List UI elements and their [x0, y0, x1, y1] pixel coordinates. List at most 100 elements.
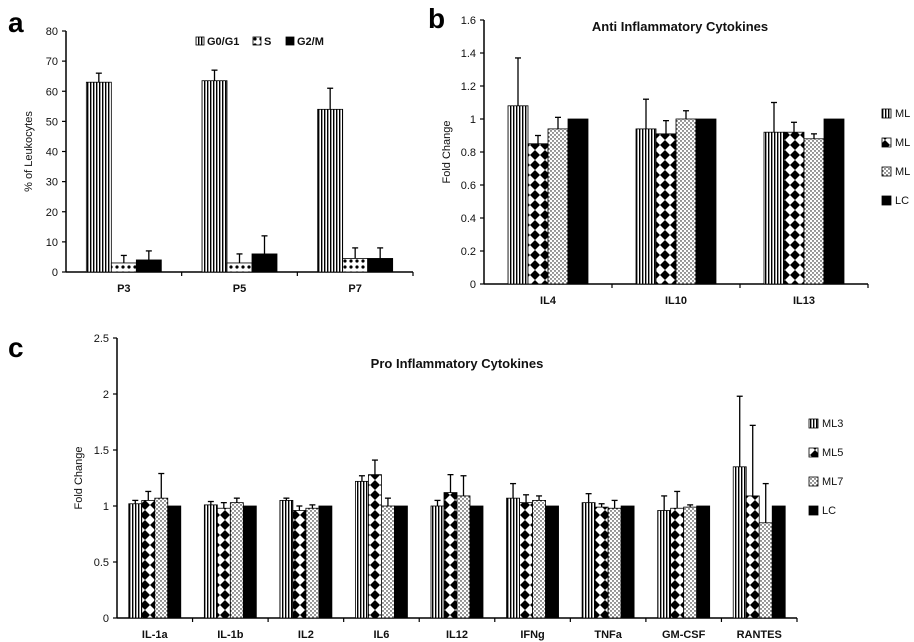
- y-tick-label: 40: [46, 147, 58, 159]
- bar: [242, 505, 257, 619]
- x-tick-label: P3: [117, 283, 130, 295]
- bar: [141, 499, 156, 619]
- bar: [506, 497, 520, 619]
- legend-label: S: [264, 36, 271, 48]
- x-tick-label: P5: [233, 283, 246, 295]
- chart-title: Pro Inflammatory Cytokines: [371, 356, 544, 371]
- x-tick-label: TNFa: [594, 629, 622, 641]
- bar: [201, 80, 228, 273]
- y-tick-label: 50: [46, 116, 58, 128]
- bar: [657, 510, 672, 619]
- y-tick-label: 2.5: [94, 333, 109, 345]
- y-tick-label: 0.8: [461, 147, 476, 159]
- bar: [85, 81, 112, 273]
- y-tick-label: 1: [470, 114, 476, 126]
- x-tick-label: IFNg: [520, 629, 544, 641]
- legend-swatch: [195, 36, 205, 46]
- x-tick-label: IL6: [373, 629, 389, 641]
- legend-swatch: [808, 447, 819, 458]
- bar: [367, 258, 394, 273]
- bar: [803, 138, 825, 285]
- y-tick-label: 80: [46, 26, 58, 38]
- bar: [675, 118, 697, 285]
- legend-label: LC: [895, 195, 909, 207]
- bar: [305, 507, 320, 619]
- bar: [581, 502, 596, 619]
- bar: [368, 474, 382, 619]
- y-tick-label: 1.4: [461, 48, 476, 60]
- bar: [355, 480, 369, 619]
- bar: [783, 131, 805, 285]
- chart-title: Anti Inflammatory Cytokines: [592, 19, 768, 34]
- legend-swatch: [881, 195, 892, 206]
- bar: [110, 262, 137, 273]
- bar: [128, 503, 143, 619]
- bar: [203, 504, 218, 619]
- legend-swatch: [881, 137, 892, 148]
- y-tick-label: 0.4: [461, 213, 476, 225]
- legend-label: ML7: [822, 476, 843, 488]
- bar: [683, 506, 698, 619]
- y-tick-label: 1.2: [461, 81, 476, 93]
- bar: [732, 466, 747, 619]
- x-tick-label: IL2: [298, 629, 314, 641]
- legend-swatch: [285, 36, 295, 46]
- x-tick-label: IL10: [665, 295, 687, 307]
- bar: [279, 499, 294, 619]
- bar: [670, 507, 685, 619]
- bar: [167, 505, 182, 619]
- bar: [226, 262, 253, 273]
- bar: [430, 505, 445, 619]
- legend-label: ML: [895, 166, 910, 178]
- panel-letter: b: [428, 3, 445, 34]
- y-tick-label: 70: [46, 56, 58, 68]
- bar: [527, 143, 549, 285]
- bar: [317, 108, 344, 273]
- bar: [607, 507, 622, 619]
- legend-label: ML5: [822, 447, 843, 459]
- bar: [547, 128, 569, 285]
- y-axis-label: Fold Change: [73, 447, 85, 510]
- y-tick-label: 60: [46, 86, 58, 98]
- bar: [469, 505, 484, 619]
- bar: [456, 495, 471, 619]
- bar: [696, 505, 711, 619]
- y-tick-label: 0.2: [461, 246, 476, 258]
- y-tick-label: 30: [46, 177, 58, 189]
- y-tick-label: 0: [470, 279, 476, 291]
- y-tick-label: 1.5: [94, 445, 109, 457]
- y-tick-label: 2: [103, 389, 109, 401]
- x-tick-label: P7: [348, 283, 361, 295]
- legend-label: ML: [895, 108, 910, 120]
- panel-b: b Anti Inflammatory Cytokines 0 0.2 0.4 0.6 0.…: [428, 3, 910, 307]
- legend-label: ML3: [822, 418, 843, 430]
- legend-label: LC: [822, 505, 836, 517]
- x-tick-label: GM-CSF: [662, 629, 706, 641]
- y-tick-label: 20: [46, 207, 58, 219]
- legend-label: ML: [895, 137, 910, 149]
- bar: [381, 505, 395, 619]
- bar: [567, 118, 589, 285]
- panel-c: c Pro Inflammatory Cytokines 0 0.5 1 1.5 2 2.5 F…: [8, 332, 843, 641]
- y-tick-label: 0: [103, 613, 109, 625]
- bar: [635, 128, 657, 285]
- x-tick-label: RANTES: [737, 629, 782, 641]
- y-tick-label: 1: [103, 501, 109, 513]
- y-tick-label: 0.5: [94, 557, 109, 569]
- x-tick-label: IL-1b: [217, 629, 244, 641]
- y-axis-label: Fold Change: [441, 121, 453, 184]
- bar: [216, 507, 231, 619]
- x-tick-label: IL12: [446, 629, 468, 641]
- bar: [763, 131, 785, 285]
- bar: [620, 505, 635, 619]
- bar: [507, 105, 529, 285]
- legend-label: G2/M: [297, 36, 324, 48]
- y-tick-label: 1.6: [461, 15, 476, 27]
- x-tick-label: IL-1a: [142, 629, 169, 641]
- panel-letter: c: [8, 332, 24, 363]
- x-tick-label: IL13: [793, 295, 815, 307]
- bar: [545, 505, 559, 619]
- bar: [394, 505, 408, 619]
- y-tick-label: 0: [52, 267, 58, 279]
